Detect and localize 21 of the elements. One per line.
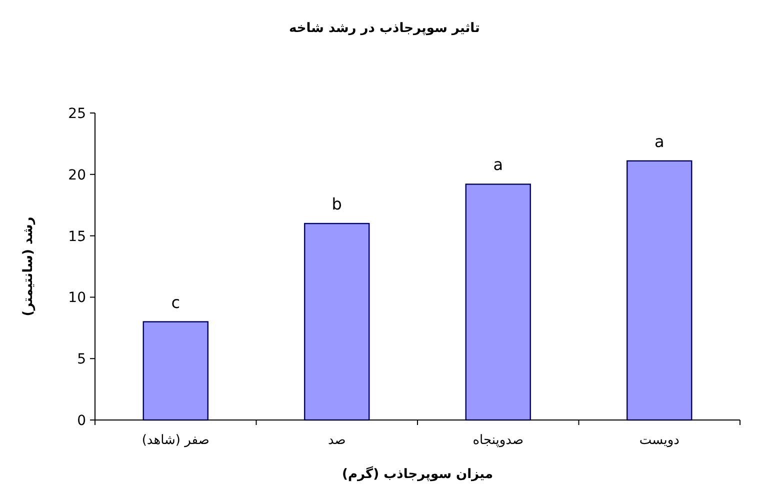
bar: [626, 160, 692, 421]
x-tick-label: صفر (شاهد): [142, 433, 210, 448]
x-tick-label: صدوپنجاه: [472, 433, 524, 448]
x-tick-label: دویست: [639, 433, 680, 448]
y-tick-label: 15: [68, 228, 86, 245]
x-axis-title: میزان سوپرجاذب (گرم): [342, 466, 493, 482]
y-axis-title: رشد (سانتیمتر): [21, 216, 36, 316]
x-tick-label: صد: [328, 433, 346, 448]
annotation: a: [654, 132, 664, 151]
bar: [142, 321, 208, 421]
y-tick-label: 25: [68, 106, 86, 122]
annotation: b: [332, 194, 342, 214]
bar: [465, 184, 531, 421]
bar: [304, 222, 370, 421]
y-tick-label: 0: [77, 413, 86, 429]
chart-title: تاثیر سوپرجاذب در رشد شاخه: [289, 21, 480, 36]
annotation: c: [171, 292, 180, 312]
y-tick-label: 10: [68, 290, 86, 306]
annotation: a: [493, 155, 504, 174]
y-tick-label: 20: [68, 167, 86, 184]
y-tick-label: 5: [77, 352, 86, 368]
